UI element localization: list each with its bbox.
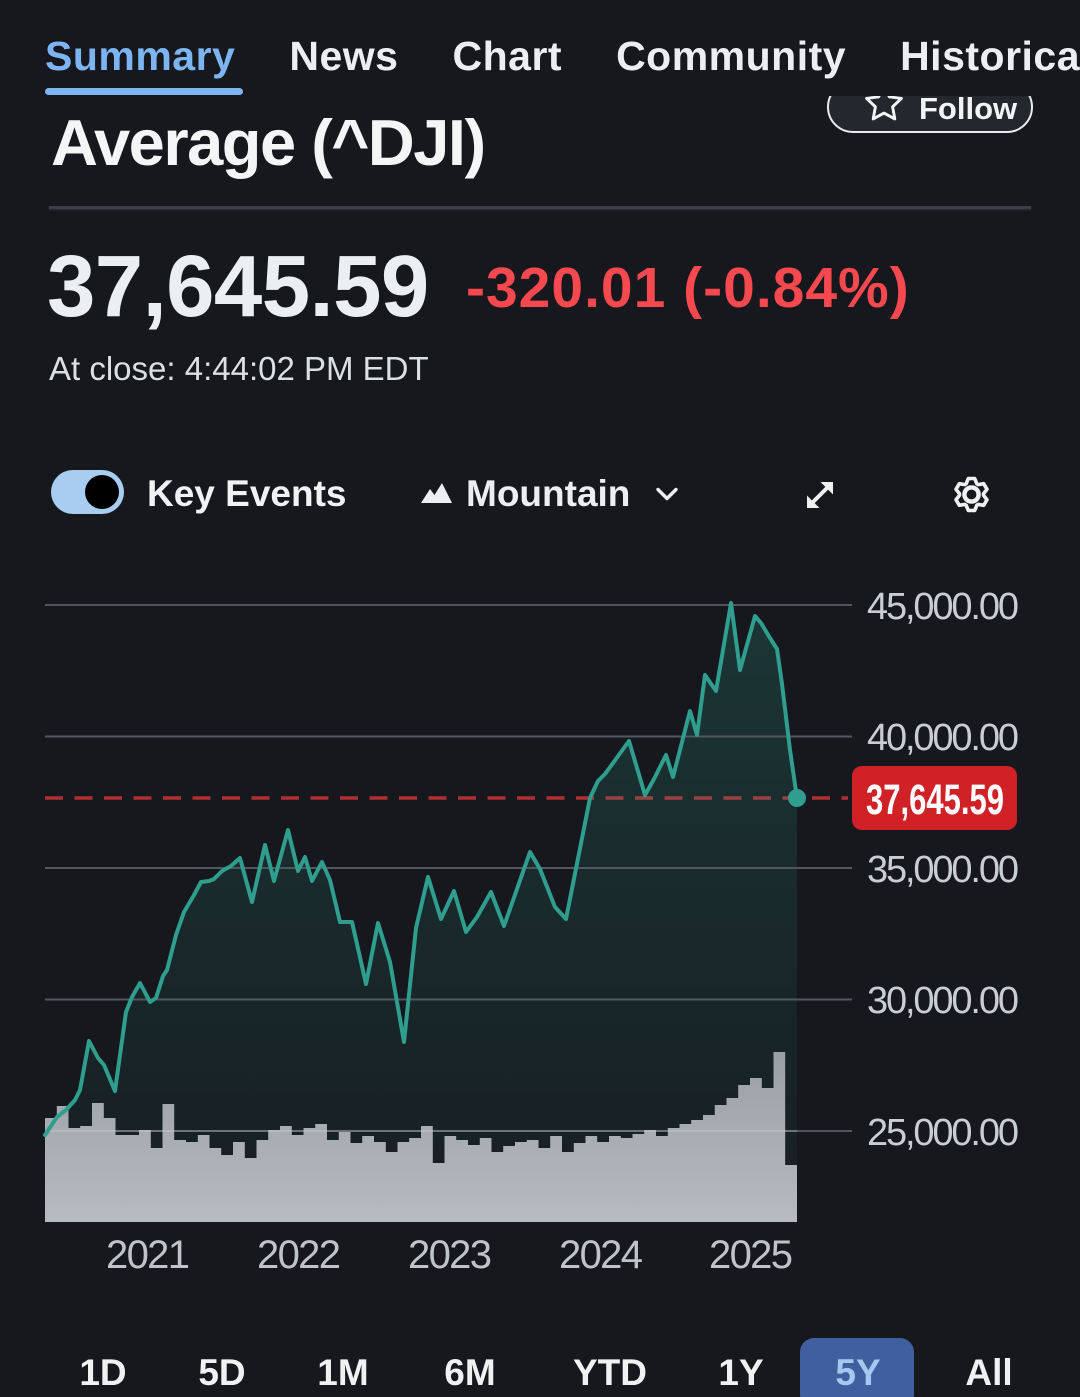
svg-text:35,000.00: 35,000.00 [867,849,1019,891]
svg-text:40,000.00: 40,000.00 [867,717,1019,759]
svg-text:2024: 2024 [559,1233,643,1277]
svg-text:2021: 2021 [106,1233,190,1277]
svg-text:30,000.00: 30,000.00 [867,980,1019,1022]
svg-text:37,645.59: 37,645.59 [866,776,1004,824]
svg-text:25,000.00: 25,000.00 [867,1112,1019,1154]
svg-text:2025: 2025 [709,1233,793,1277]
svg-text:2023: 2023 [408,1233,492,1277]
svg-text:45,000.00: 45,000.00 [867,586,1019,628]
svg-text:2022: 2022 [257,1233,341,1277]
